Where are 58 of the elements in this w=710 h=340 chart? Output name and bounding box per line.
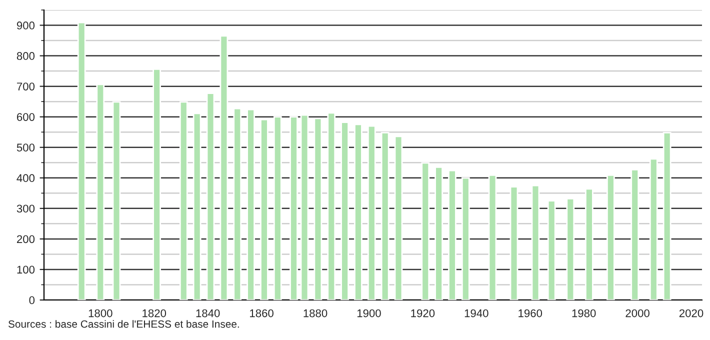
x-tick-label: 1840 bbox=[196, 309, 220, 318]
bar bbox=[662, 132, 672, 300]
x-tick-label: 1960 bbox=[518, 309, 542, 318]
bar bbox=[206, 92, 215, 300]
bar bbox=[461, 177, 470, 300]
bar bbox=[649, 158, 658, 300]
bar bbox=[488, 174, 497, 300]
x-tick-label: 2020 bbox=[679, 309, 704, 318]
bar bbox=[96, 84, 105, 300]
bar bbox=[340, 122, 349, 300]
x-tick-label: 2000 bbox=[626, 309, 650, 318]
x-tick-label: 1980 bbox=[572, 309, 596, 318]
bar bbox=[260, 118, 268, 300]
bar bbox=[630, 168, 640, 300]
x-tick-label: 1880 bbox=[304, 309, 328, 318]
x-tick-label: 1900 bbox=[357, 309, 381, 318]
bar bbox=[152, 68, 161, 300]
bar bbox=[327, 112, 336, 300]
source-note: Sources : base Cassini de l'EHESS et base Insee. bbox=[8, 320, 239, 328]
bar bbox=[300, 114, 309, 300]
bar bbox=[585, 188, 594, 300]
y-tick-label: 800 bbox=[16, 52, 35, 60]
y-tick-label: 600 bbox=[17, 113, 35, 121]
bar bbox=[510, 186, 518, 300]
y-tick-label: 400 bbox=[16, 174, 35, 182]
bar bbox=[547, 200, 556, 300]
bar bbox=[77, 22, 86, 300]
bar bbox=[220, 35, 228, 300]
bar bbox=[566, 198, 575, 300]
bar bbox=[273, 116, 282, 300]
bar bbox=[192, 112, 202, 300]
x-tick-label: 1860 bbox=[250, 309, 274, 318]
x-tick-label: 1800 bbox=[88, 309, 112, 318]
y-tick-label: 500 bbox=[16, 144, 35, 152]
bar bbox=[421, 162, 430, 300]
y-tick-label: 0 bbox=[29, 296, 35, 304]
x-tick-label: 1920 bbox=[411, 309, 435, 318]
bar bbox=[112, 101, 121, 300]
y-tick-label: 100 bbox=[17, 266, 35, 274]
bar bbox=[394, 136, 403, 300]
bar bbox=[179, 101, 188, 300]
bar bbox=[290, 116, 298, 300]
x-tick-label: 1820 bbox=[142, 309, 166, 318]
bar bbox=[531, 184, 540, 300]
bar bbox=[233, 108, 242, 300]
bar bbox=[380, 132, 390, 300]
bar bbox=[606, 174, 615, 300]
bar bbox=[314, 118, 322, 300]
bar bbox=[354, 124, 362, 300]
bar bbox=[246, 108, 255, 300]
bar bbox=[367, 125, 376, 300]
y-tick-label: 900 bbox=[16, 22, 35, 30]
x-tick-label: 1940 bbox=[464, 309, 488, 318]
y-tick-label: 700 bbox=[17, 82, 35, 90]
y-tick-label: 200 bbox=[16, 235, 35, 244]
bar bbox=[434, 166, 443, 300]
bar bbox=[448, 170, 456, 300]
y-tick-label: 300 bbox=[16, 204, 35, 213]
